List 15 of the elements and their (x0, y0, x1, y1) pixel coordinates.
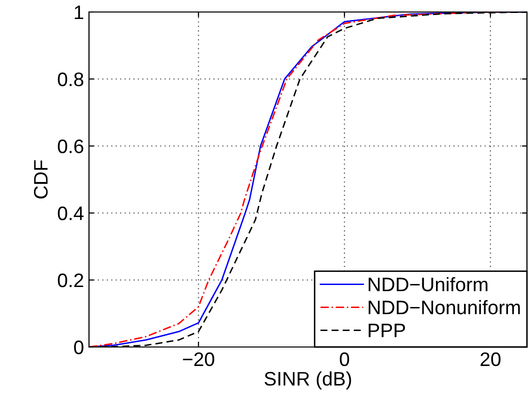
x-tick-label: −20 (182, 352, 214, 366)
x-tick-label: 20 (480, 352, 501, 366)
y-tick-label: 0.2 (58, 273, 84, 288)
y-tick-label: 1 (74, 6, 84, 20)
y-tick-label: 0.4 (58, 206, 84, 220)
y-tick-label: 0 (74, 340, 84, 354)
legend-label: NDD−Uniform (368, 277, 488, 292)
y-axis-title: CDF (34, 160, 48, 198)
x-axis-title: SINR (dB) (264, 371, 352, 390)
y-tick-label: 0.6 (58, 139, 84, 154)
x-tick-label: 0 (340, 352, 350, 366)
y-tick-label: 0.8 (58, 72, 84, 86)
legend-label: NDD−Nonuniform (368, 300, 520, 314)
line-series (89, 12, 527, 347)
legend-label: PPP (368, 324, 406, 338)
